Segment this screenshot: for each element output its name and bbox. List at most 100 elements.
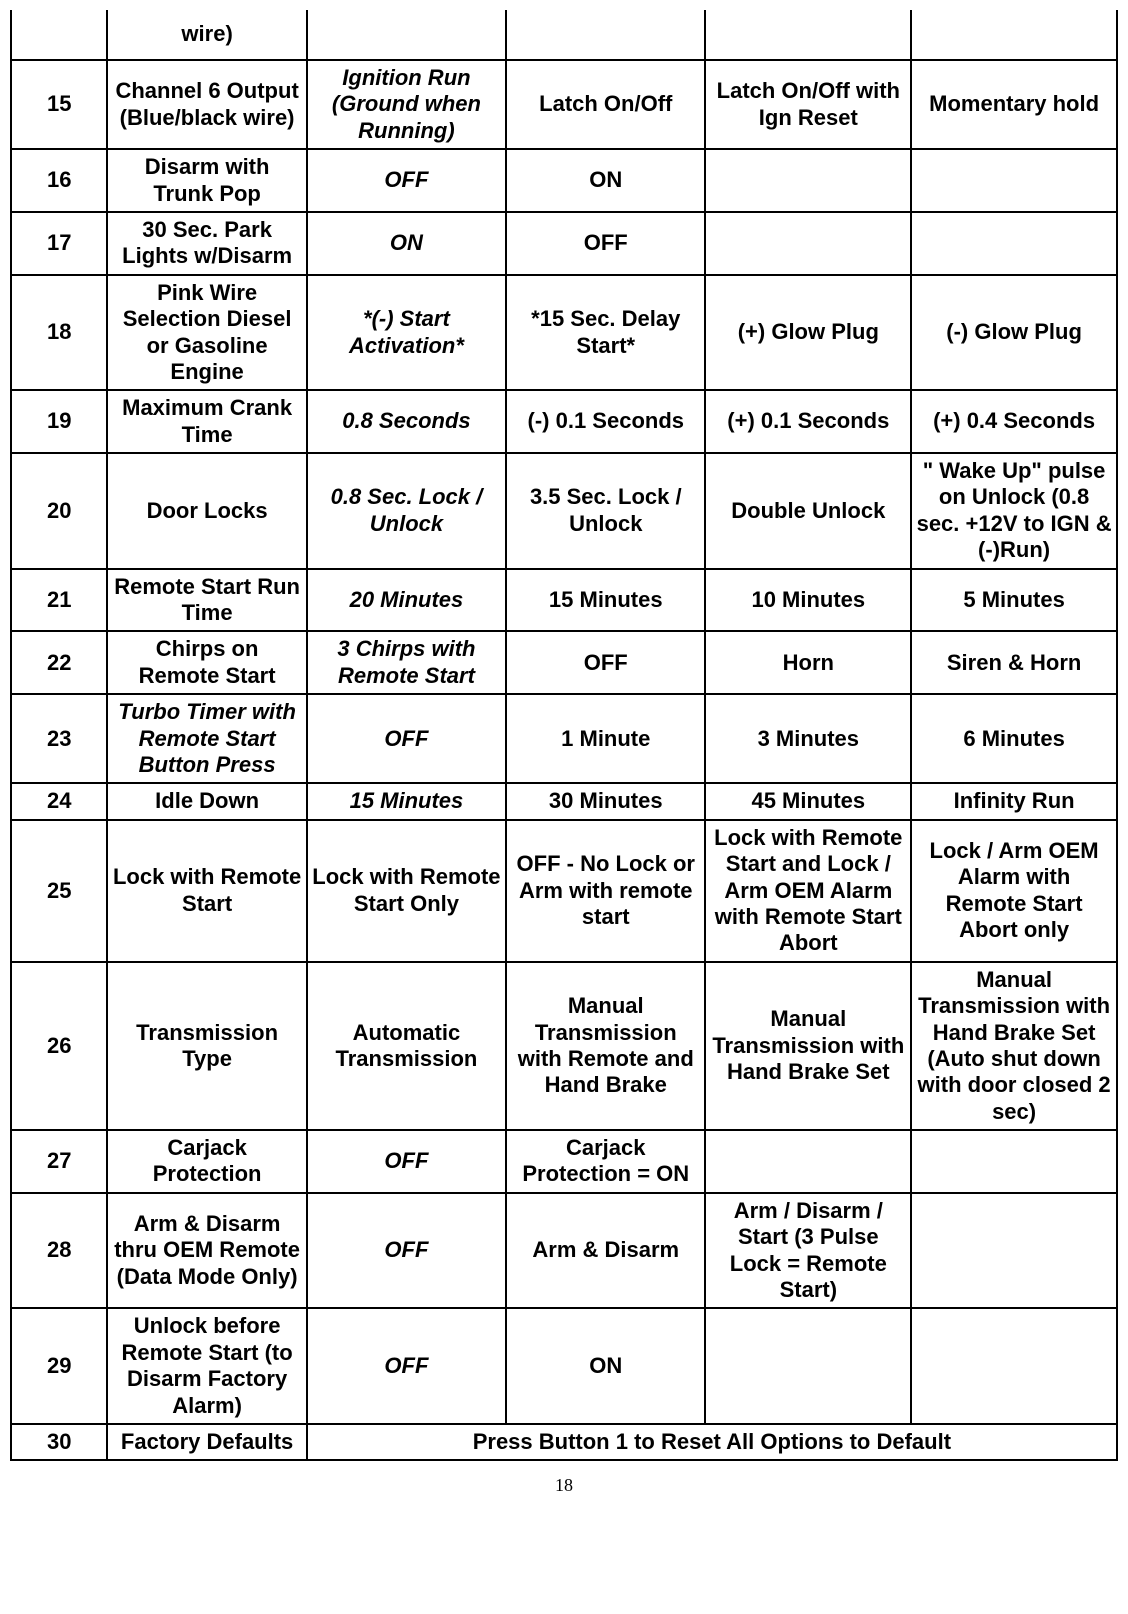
option-cell: Automatic Transmission [307,962,506,1130]
option-cell: (-) Glow Plug [911,275,1117,391]
option-cell: OFF [506,631,705,694]
table-row: 29Unlock before Remote Start (to Disarm … [11,1308,1117,1424]
option-cell: ON [506,149,705,212]
option-cell: 15 Minutes [506,569,705,632]
row-number: 18 [11,275,107,391]
option-cell [705,10,911,60]
row-number: 22 [11,631,107,694]
option-cell: 30 Minutes [506,783,705,819]
option-cell: OFF [307,1193,506,1309]
option-cell: OFF [307,149,506,212]
table-row: 23Turbo Timer with Remote Start Button P… [11,694,1117,783]
feature-cell: Door Locks [107,453,306,569]
option-cell: Manual Transmission with Hand Brake Set … [911,962,1117,1130]
option-cell [911,1308,1117,1424]
option-cell: Lock / Arm OEM Alarm with Remote Start A… [911,820,1117,962]
feature-cell: Transmission Type [107,962,306,1130]
row-number: 27 [11,1130,107,1193]
option-cell: *15 Sec. Delay Start* [506,275,705,391]
option-cell: (+) Glow Plug [705,275,911,391]
option-cell: OFF [307,694,506,783]
option-cell: (+) 0.4 Seconds [911,390,1117,453]
feature-cell: Lock with Remote Start [107,820,306,962]
option-cell: Ignition Run (Ground when Running) [307,60,506,149]
option-cell: 10 Minutes [705,569,911,632]
row-number: 29 [11,1308,107,1424]
option-cell [911,149,1117,212]
table-row: 24Idle Down15 Minutes30 Minutes45 Minute… [11,783,1117,819]
table-row: 22Chirps on Remote Start3 Chirps with Re… [11,631,1117,694]
option-cell [705,149,911,212]
option-cell: Latch On/Off with Ign Reset [705,60,911,149]
option-cell: OFF - No Lock or Arm with remote start [506,820,705,962]
feature-cell: Disarm with Trunk Pop [107,149,306,212]
option-cell: OFF [307,1308,506,1424]
table-row: wire) [11,10,1117,60]
option-cell [911,1130,1117,1193]
table-row: 1730 Sec. Park Lights w/DisarmONOFF [11,212,1117,275]
option-cell [506,10,705,60]
option-cell: 3 Minutes [705,694,911,783]
row-number: 28 [11,1193,107,1309]
option-cell: ON [506,1308,705,1424]
row-number: 25 [11,820,107,962]
feature-cell: Channel 6 Output (Blue/black wire) [107,60,306,149]
table-row: 30Factory DefaultsPress Button 1 to Rese… [11,1424,1117,1460]
feature-cell: Remote Start Run Time [107,569,306,632]
option-cell: 3.5 Sec. Lock / Unlock [506,453,705,569]
row-number: 15 [11,60,107,149]
option-cell: Arm & Disarm [506,1193,705,1309]
table-row: 15Channel 6 Output (Blue/black wire)Igni… [11,60,1117,149]
option-cell: 0.8 Sec. Lock / Unlock [307,453,506,569]
option-cell [307,10,506,60]
feature-cell: Arm & Disarm thru OEM Remote (Data Mode … [107,1193,306,1309]
option-cell: Lock with Remote Start and Lock / Arm OE… [705,820,911,962]
option-cell: Manual Transmission with Hand Brake Set [705,962,911,1130]
feature-cell: Idle Down [107,783,306,819]
option-cell: 6 Minutes [911,694,1117,783]
row-number: 30 [11,1424,107,1460]
feature-cell: Unlock before Remote Start (to Disarm Fa… [107,1308,306,1424]
option-cell: 15 Minutes [307,783,506,819]
table-row: 19Maximum Crank Time0.8 Seconds(-) 0.1 S… [11,390,1117,453]
option-cell: 5 Minutes [911,569,1117,632]
option-cell: 1 Minute [506,694,705,783]
option-cell: 45 Minutes [705,783,911,819]
table-row: 21Remote Start Run Time20 Minutes15 Minu… [11,569,1117,632]
table-row: 26Transmission TypeAutomatic Transmissio… [11,962,1117,1130]
option-cell [705,212,911,275]
option-cell: 3 Chirps with Remote Start [307,631,506,694]
feature-cell: 30 Sec. Park Lights w/Disarm [107,212,306,275]
table-row: 20Door Locks0.8 Sec. Lock / Unlock3.5 Se… [11,453,1117,569]
table-row: 28Arm & Disarm thru OEM Remote (Data Mod… [11,1193,1117,1309]
merged-cell: Press Button 1 to Reset All Options to D… [307,1424,1117,1460]
option-cell: Momentary hold [911,60,1117,149]
feature-cell: Carjack Protection [107,1130,306,1193]
page-number: 18 [10,1475,1118,1496]
option-cell: *(-) Start Activation* [307,275,506,391]
option-cell [911,10,1117,60]
option-cell: " Wake Up" pulse on Unlock (0.8 sec. +12… [911,453,1117,569]
option-cell: Lock with Remote Start Only [307,820,506,962]
option-cell: Horn [705,631,911,694]
row-number: 17 [11,212,107,275]
table-row: 27Carjack ProtectionOFFCarjack Protectio… [11,1130,1117,1193]
row-number [11,10,107,60]
option-cell: Arm / Disarm / Start (3 Pulse Lock = Rem… [705,1193,911,1309]
option-cell: 20 Minutes [307,569,506,632]
option-cell: (-) 0.1 Seconds [506,390,705,453]
option-cell: Manual Transmission with Remote and Hand… [506,962,705,1130]
option-cell: OFF [506,212,705,275]
feature-cell: Pink Wire Selection Diesel or Gasoline E… [107,275,306,391]
option-cell: ON [307,212,506,275]
option-cell: 0.8 Seconds [307,390,506,453]
option-cell: Infinity Run [911,783,1117,819]
row-number: 21 [11,569,107,632]
feature-cell: Turbo Timer with Remote Start Button Pre… [107,694,306,783]
option-cell [705,1130,911,1193]
table-row: 18Pink Wire Selection Diesel or Gasoline… [11,275,1117,391]
option-cell: OFF [307,1130,506,1193]
option-cell: Carjack Protection = ON [506,1130,705,1193]
table-row: 16Disarm with Trunk PopOFFON [11,149,1117,212]
row-number: 16 [11,149,107,212]
